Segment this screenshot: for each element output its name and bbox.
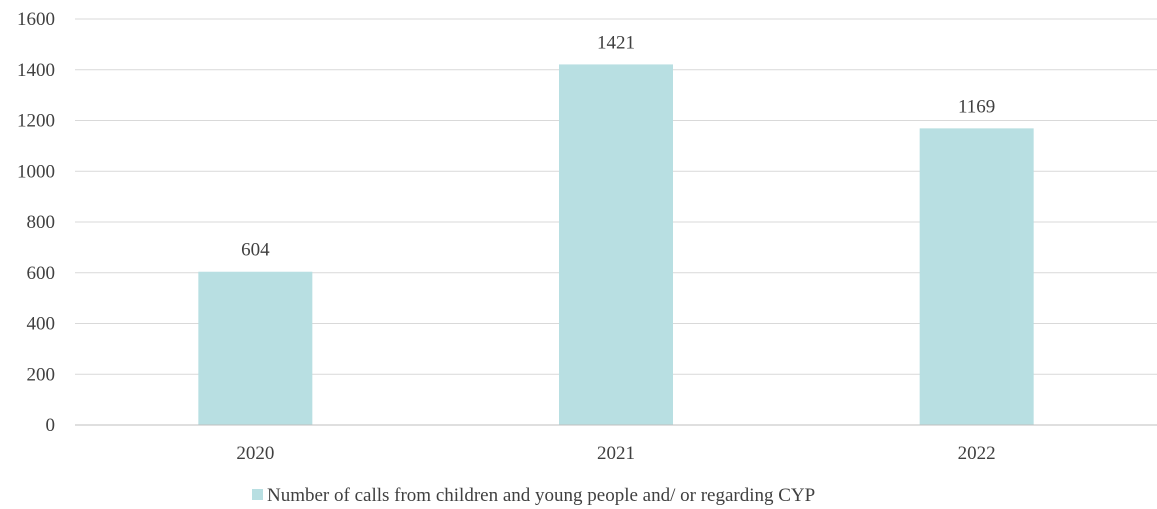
y-tick-label: 200: [27, 364, 56, 385]
data-labels: 604 1421 1169: [241, 32, 995, 260]
y-tick-label: 600: [27, 263, 56, 284]
x-tick-label: 2022: [958, 443, 996, 464]
y-tick-label: 1400: [17, 60, 55, 81]
x-tick-label: 2021: [597, 443, 635, 464]
legend: Number of calls from children and young …: [252, 485, 815, 506]
legend-swatch: [252, 489, 263, 500]
bars: [198, 64, 1034, 425]
y-tick-label: 1200: [17, 111, 55, 132]
x-axis: 2020 2021 2022: [75, 424, 1157, 464]
y-tick-label: 0: [46, 415, 56, 436]
bar: [919, 128, 1034, 425]
data-label: 1421: [597, 32, 635, 53]
bar: [198, 271, 313, 425]
y-tick-label: 800: [27, 212, 56, 233]
y-tick-label: 400: [27, 314, 56, 335]
x-tick-label: 2020: [236, 443, 274, 464]
legend-label: Number of calls from children and young …: [267, 485, 815, 506]
y-tick-label: 1000: [17, 161, 55, 182]
y-tick-label: 1600: [17, 9, 55, 30]
data-label: 1169: [958, 96, 995, 117]
y-axis: 0 200 400 600 800 1000 1200 1400 1600: [17, 9, 55, 436]
bar: [559, 64, 673, 425]
data-label: 604: [241, 240, 270, 261]
